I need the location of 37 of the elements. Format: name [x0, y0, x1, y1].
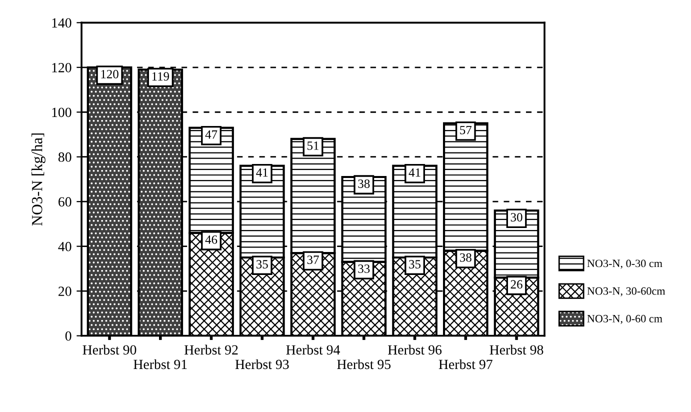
data-label: 38 — [460, 253, 472, 262]
data-label: 26 — [510, 280, 522, 289]
y-tick-label: 20 — [58, 286, 72, 296]
data-label: 41 — [408, 168, 420, 177]
x-tick-label: Herbst 98 — [490, 344, 544, 355]
x-tick-label: Herbst 91 — [134, 359, 187, 370]
y-tick-label: 40 — [58, 242, 72, 252]
data-label: 120 — [101, 70, 118, 78]
data-label: 35 — [256, 260, 268, 268]
y-tick-label: 0 — [65, 331, 72, 341]
data-label: 51 — [308, 142, 319, 150]
y-tick-label: 140 — [52, 18, 72, 28]
data-label: 37 — [307, 256, 319, 264]
data-label: 30 — [510, 213, 522, 222]
legend-label: NO3-N, 0-60 cm — [587, 314, 662, 324]
data-label: 41 — [256, 168, 268, 177]
y-axis-title: NO3-N [kg/ha] — [32, 133, 46, 226]
data-label: 47 — [205, 130, 218, 139]
x-tick-label: Herbst 94 — [286, 344, 340, 355]
data-label: 33 — [358, 264, 370, 273]
data-label: 46 — [205, 235, 218, 244]
y-tick-label: 120 — [52, 62, 72, 72]
legend-label: NO3-N, 30-60cm — [587, 287, 666, 296]
y-tick-label: 80 — [58, 152, 72, 162]
y-tick-label: 60 — [58, 197, 72, 207]
x-tick-label: Herbst 95 — [337, 359, 391, 370]
data-label: 119 — [152, 72, 170, 81]
y-tick-label: 100 — [52, 108, 72, 118]
legend-label: NO3-N, 0-30 cm — [587, 260, 662, 269]
x-tick-label: Herbst 90 — [82, 344, 136, 355]
data-label: 57 — [460, 126, 472, 134]
x-tick-label: Herbst 92 — [184, 344, 238, 355]
data-label: 38 — [358, 180, 370, 188]
x-tick-label: Herbst 93 — [235, 359, 289, 370]
x-tick-label: Herbst 96 — [388, 344, 442, 355]
data-label: 35 — [409, 260, 421, 268]
x-tick-label: Herbst 97 — [438, 359, 492, 370]
